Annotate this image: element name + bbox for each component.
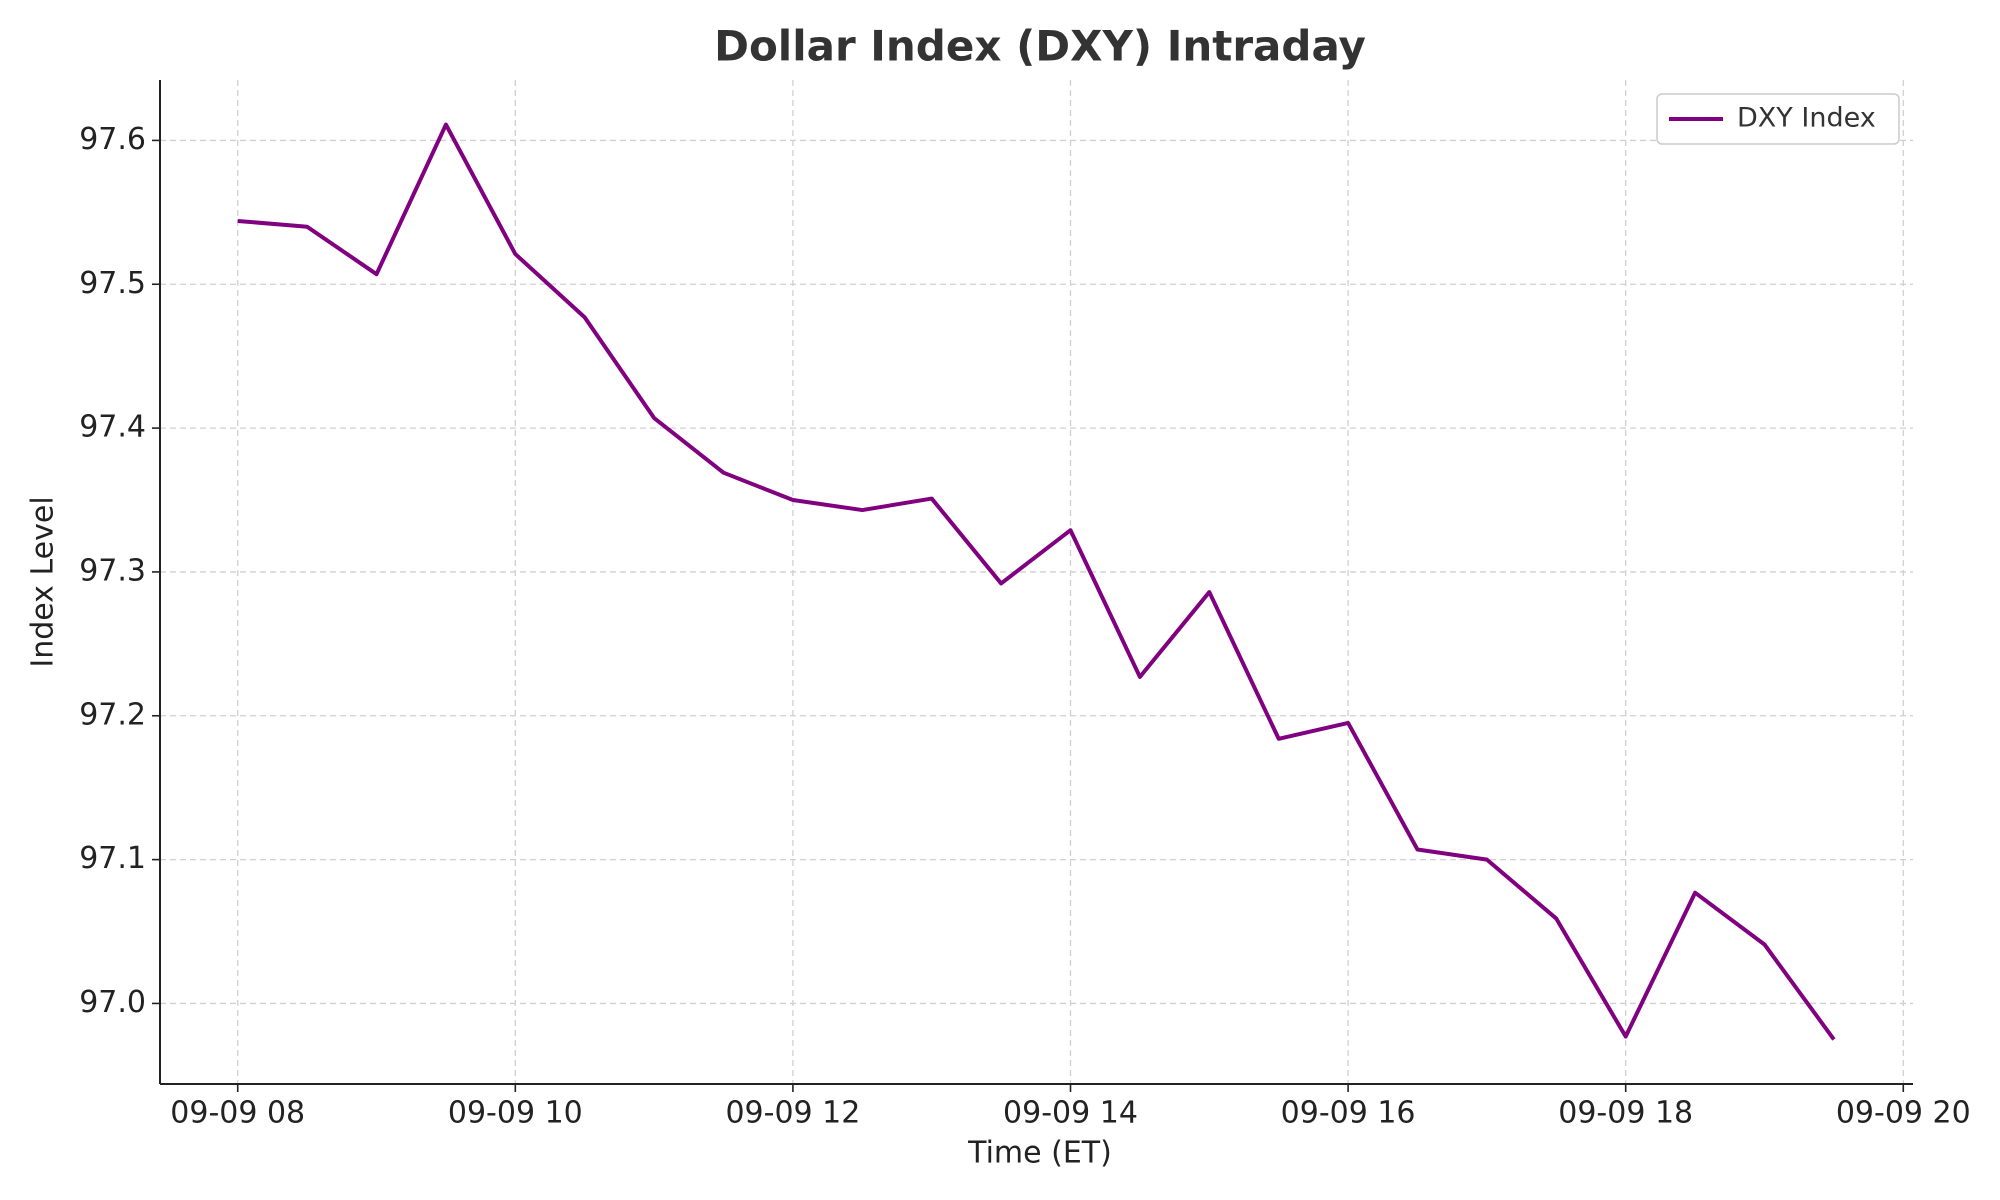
x-tick-label: 09-09 16 xyxy=(1281,1096,1416,1131)
x-tick-label: 09-09 10 xyxy=(448,1096,583,1131)
legend-label: DXY Index xyxy=(1737,103,1876,134)
y-tick-label: 97.4 xyxy=(79,410,146,445)
x-tick-label: 09-09 18 xyxy=(1558,1096,1693,1131)
y-tick-label: 97.3 xyxy=(79,553,146,588)
y-tick-label: 97.1 xyxy=(79,841,146,876)
y-axis-label: Index Level xyxy=(26,496,61,667)
y-tick-label: 97.5 xyxy=(79,266,146,301)
chart-title: Dollar Index (DXY) Intraday xyxy=(714,22,1366,71)
x-axis-label: Time (ET) xyxy=(967,1136,1112,1171)
y-tick-label: 97.0 xyxy=(79,985,146,1020)
series-line xyxy=(237,122,1836,1041)
x-tick-label: 09-09 20 xyxy=(1836,1096,1971,1131)
x-tick-label: 09-09 14 xyxy=(1003,1096,1138,1131)
legend-box xyxy=(1656,93,1900,145)
x-tick-label: 09-09 08 xyxy=(170,1096,305,1131)
y-tick-label: 97.2 xyxy=(79,697,146,732)
x-tick-label: 09-09 12 xyxy=(725,1096,860,1131)
y-tick-label: 97.6 xyxy=(79,122,146,157)
